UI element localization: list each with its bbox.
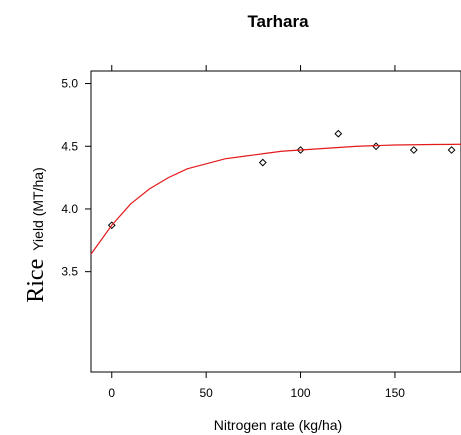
plot-area: 0 50 100 150 3.5 4.0 4.5 5.0 — [61, 65, 461, 400]
data-point-5 — [409, 146, 418, 154]
x-axis-label: Nitrogen rate (kg/ha) — [214, 417, 342, 433]
x-tick-label-1: 50 — [199, 386, 213, 400]
x-tick-label-0: 0 — [108, 386, 115, 400]
y-tick-label-3: 5.0 — [61, 77, 78, 91]
y-axis-label-prefix: Rice — [23, 259, 49, 303]
data-point-6 — [447, 146, 456, 154]
x-tick-label-2: 100 — [291, 386, 311, 400]
x-tick-label-3: 150 — [385, 386, 405, 400]
y-tick-label-2: 4.5 — [61, 139, 78, 153]
y-tick-label-1: 4.0 — [61, 202, 78, 216]
chart-title: Tarhara — [247, 12, 309, 31]
series-layer — [90, 129, 461, 255]
y-axis: 3.5 4.0 4.5 5.0 — [61, 77, 91, 279]
x-axis: 0 50 100 150 — [108, 65, 405, 400]
y-axis-label: Rice Yield (MT/ha) — [23, 167, 49, 303]
data-point-3 — [334, 129, 343, 138]
y-tick-label-0: 3.5 — [61, 265, 78, 279]
svg-text:Rice Yield (MT/ha): Rice Yield (MT/ha) — [23, 167, 49, 303]
plot-frame — [90, 70, 461, 373]
fit-curve-line — [90, 143, 461, 255]
data-point-1 — [258, 158, 267, 167]
y-axis-label-text: Yield (MT/ha) — [30, 167, 46, 251]
